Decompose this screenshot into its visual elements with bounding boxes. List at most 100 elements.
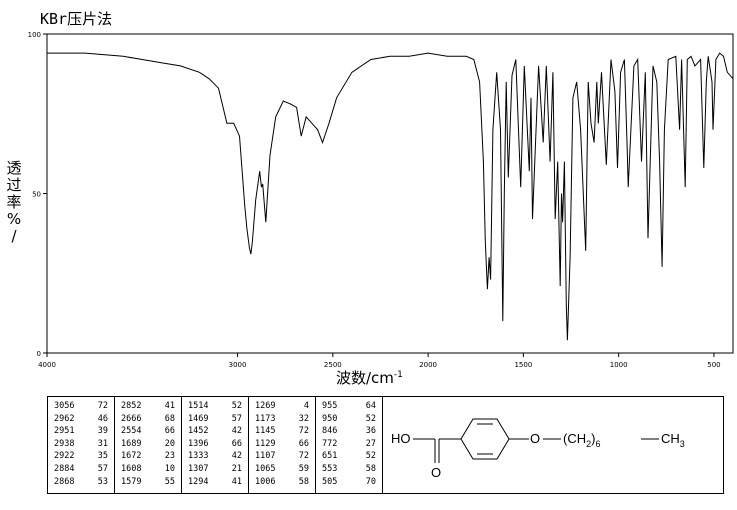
- peak-row: 1065 59: [255, 463, 309, 476]
- peak-row: 2922 35: [54, 450, 108, 463]
- x-tick-label: 4000: [38, 361, 56, 369]
- peak-transmittance: 72: [298, 451, 309, 462]
- x-tick-label: 500: [707, 361, 720, 369]
- peak-wavenumber: 772: [322, 438, 338, 449]
- peak-transmittance: 55: [164, 476, 175, 487]
- y-tick-label: 50: [32, 191, 41, 199]
- peak-row: 2554 66: [121, 425, 175, 438]
- chain-label: (CH2)6: [563, 431, 600, 449]
- peak-wavenumber: 2666: [121, 413, 142, 424]
- peak-wavenumber: 1396: [188, 438, 209, 449]
- structure-diagram: HO O O (CH2)6 CH3: [391, 418, 685, 480]
- peak-row: 2852 41: [121, 400, 175, 413]
- peak-transmittance: 23: [164, 451, 175, 462]
- peak-transmittance: 58: [365, 463, 376, 474]
- peak-transmittance: 52: [365, 451, 376, 462]
- x-tick-label: 2000: [419, 361, 437, 369]
- peak-wavenumber: 1145: [255, 426, 276, 437]
- peak-wavenumber: 553: [322, 463, 338, 474]
- peak-row: 1145 72: [255, 425, 309, 438]
- peak-wavenumber: 2922: [54, 451, 75, 462]
- peak-transmittance: 4: [303, 401, 309, 411]
- y-axis-label: 透 过 率 % /: [6, 159, 22, 245]
- x-tick-label: 1000: [610, 361, 628, 369]
- peak-wavenumber: 2938: [54, 438, 75, 449]
- peak-wavenumber: 1294: [188, 476, 209, 487]
- peak-wavenumber: 2868: [54, 476, 75, 487]
- peak-wavenumber: 1672: [121, 451, 142, 462]
- plot-frame: [46, 33, 734, 354]
- peak-row: 2868 53: [54, 476, 108, 489]
- peak-row: 1608 10: [121, 463, 175, 476]
- peak-transmittance: 27: [365, 438, 376, 449]
- ir-spectrum-chart: 4000 3000 2500 2000 1500 1000 500 0 50 100: [28, 31, 734, 369]
- peak-wavenumber: 651: [322, 451, 338, 462]
- peak-row: 1307 21: [188, 463, 242, 476]
- peak-wavenumber: 950: [322, 413, 338, 424]
- peak-transmittance: 21: [231, 463, 242, 474]
- peak-row: 2962 46: [54, 413, 108, 426]
- peak-transmittance: 66: [298, 438, 309, 449]
- peak-wavenumber: 1469: [188, 413, 209, 424]
- spectrum-line: [47, 52, 734, 341]
- peak-row: 1173 32: [255, 413, 309, 426]
- peak-transmittance: 57: [231, 413, 242, 424]
- peak-wavenumber: 1452: [188, 426, 209, 437]
- peak-transmittance: 64: [365, 401, 376, 411]
- peak-transmittance: 72: [298, 426, 309, 437]
- x-tick-label: 1500: [514, 361, 532, 369]
- peak-transmittance: 32: [298, 413, 309, 424]
- peak-row: 1469 57: [188, 413, 242, 426]
- peak-row: 772 27: [322, 438, 376, 451]
- peak-transmittance: 31: [97, 438, 108, 449]
- peak-transmittance: 66: [164, 426, 175, 437]
- peak-wavenumber: 2962: [54, 413, 75, 424]
- peak-wavenumber: 2884: [54, 463, 75, 474]
- peak-wavenumber: 955: [322, 401, 338, 411]
- peak-row: 846 36: [322, 425, 376, 438]
- peak-transmittance: 53: [97, 476, 108, 487]
- peak-wavenumber: 846: [322, 426, 338, 437]
- peak-transmittance: 35: [97, 451, 108, 462]
- peak-wavenumber: 1608: [121, 463, 142, 474]
- peak-transmittance: 39: [97, 426, 108, 437]
- peak-transmittance: 68: [164, 413, 175, 424]
- peak-transmittance: 57: [97, 463, 108, 474]
- carbonyl-oxygen-label: O: [431, 465, 441, 480]
- peak-transmittance: 52: [365, 413, 376, 424]
- x-tick-label: 3000: [229, 361, 247, 369]
- y-tick-label: 100: [28, 31, 41, 39]
- peak-transmittance: 72: [97, 401, 108, 411]
- peak-wavenumber: 1269: [255, 401, 276, 411]
- peak-row: 1294 41: [188, 476, 242, 489]
- hydroxyl-label: HO: [391, 431, 411, 446]
- peak-wavenumber: 1307: [188, 463, 209, 474]
- x-axis-label: 波数/cm-1: [336, 369, 403, 387]
- peak-row: 955 64: [322, 400, 376, 413]
- peak-row: 651 52: [322, 450, 376, 463]
- peak-transmittance: 52: [231, 401, 242, 411]
- peak-transmittance: 36: [365, 426, 376, 437]
- peak-wavenumber: 1129: [255, 438, 276, 449]
- peak-wavenumber: 2852: [121, 401, 142, 411]
- peak-row: 1269 4: [255, 400, 309, 413]
- peak-row: 505 70: [322, 476, 376, 489]
- peak-row: 1689 20: [121, 438, 175, 451]
- peak-row: 2884 57: [54, 463, 108, 476]
- peak-transmittance: 20: [164, 438, 175, 449]
- x-axis-ticks: 4000 3000 2500 2000 1500 1000 500: [38, 353, 721, 369]
- peak-row: 1579 55: [121, 476, 175, 489]
- x-tick-label: 2500: [324, 361, 342, 369]
- peak-row: 1396 66: [188, 438, 242, 451]
- peak-row: 1672 23: [121, 450, 175, 463]
- peak-transmittance: 66: [231, 438, 242, 449]
- peak-row: 2951 39: [54, 425, 108, 438]
- peak-transmittance: 42: [231, 451, 242, 462]
- peak-row: 1006 58: [255, 476, 309, 489]
- peak-wavenumber: 1689: [121, 438, 142, 449]
- peak-wavenumber: 1065: [255, 463, 276, 474]
- methyl-label: CH3: [661, 431, 685, 449]
- peak-row: 2666 68: [121, 413, 175, 426]
- peak-wavenumber: 2951: [54, 426, 75, 437]
- peak-wavenumber: 1173: [255, 413, 276, 424]
